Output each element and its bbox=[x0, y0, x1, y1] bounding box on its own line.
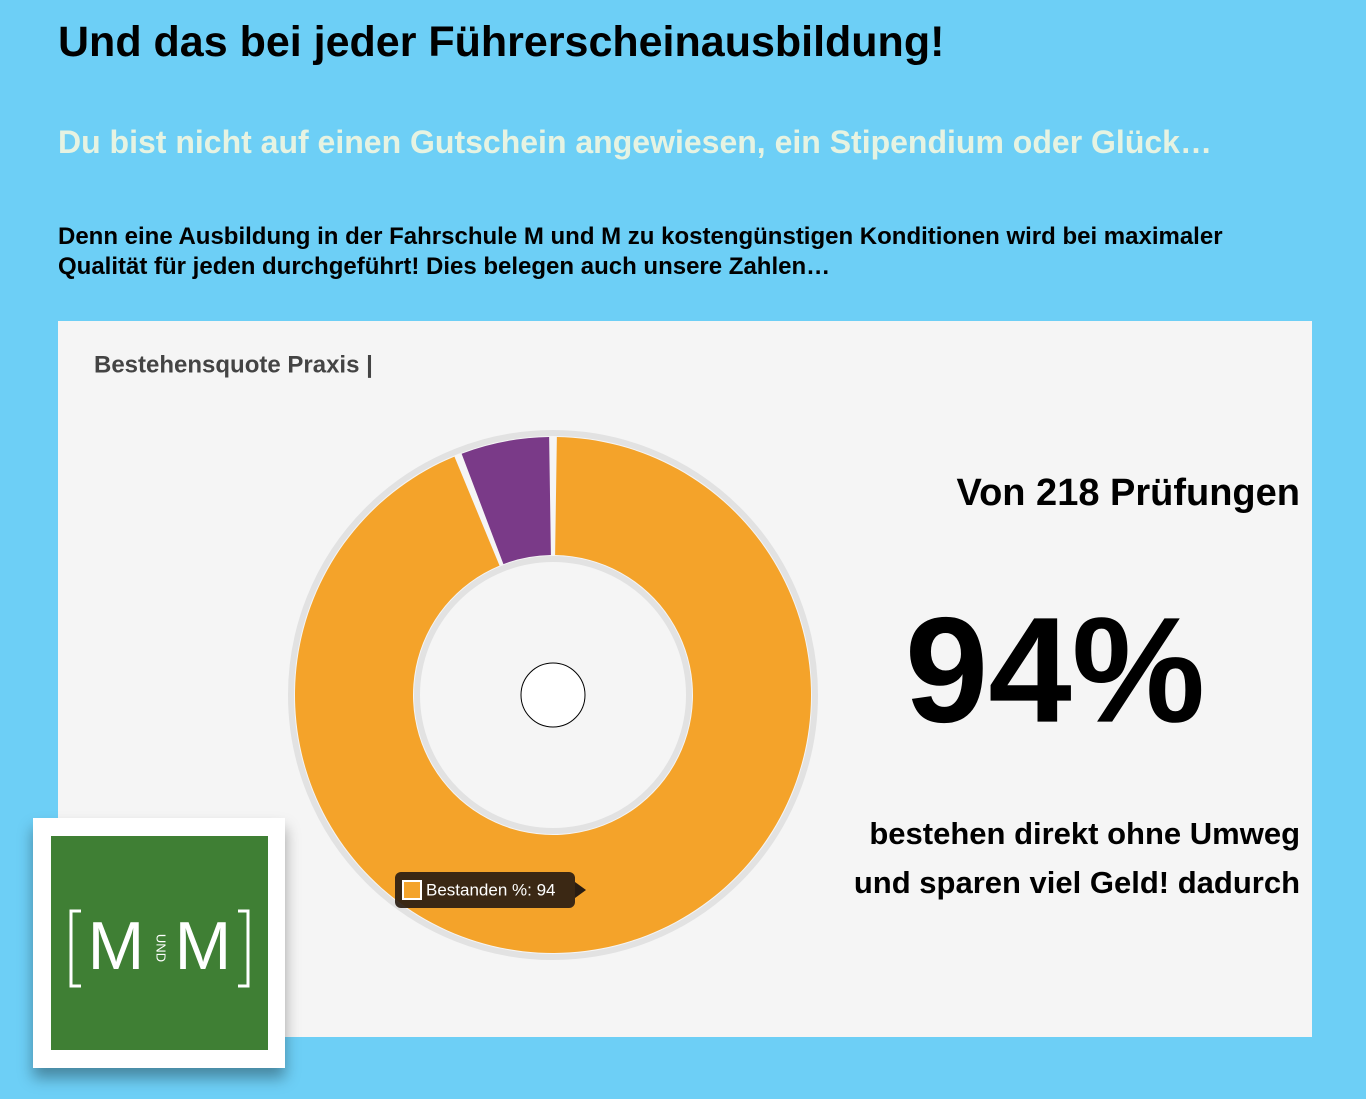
logo-badge: M M UND bbox=[51, 836, 268, 1050]
heading: Und das bei jeder Führerscheinausbildung… bbox=[58, 18, 945, 66]
logo-letter: M bbox=[88, 908, 145, 984]
stat-line: Von 218 Prüfungen bbox=[957, 472, 1300, 514]
logo-bracket bbox=[69, 909, 250, 988]
inner-ring bbox=[414, 556, 692, 834]
tooltip-text: Bestanden %: 94 bbox=[426, 880, 555, 899]
tooltip-box bbox=[395, 872, 575, 908]
tooltip-swatch bbox=[402, 880, 422, 900]
chart-title: Bestehensquote Praxis | bbox=[94, 351, 373, 378]
stat-line: und sparen viel Geld! dadurch bbox=[854, 865, 1300, 900]
center-circle bbox=[520, 662, 586, 728]
logo-graphic: M M UND bbox=[69, 908, 250, 988]
pie-outline bbox=[288, 430, 818, 960]
logo-letter: M bbox=[175, 908, 232, 984]
pie-slice bbox=[461, 437, 551, 565]
logo-middle: UND bbox=[154, 934, 169, 962]
tooltip-pointer bbox=[575, 882, 586, 898]
subheading: Du bist nicht auf einen Gutschein angewi… bbox=[58, 124, 1212, 160]
pie-slice bbox=[294, 437, 811, 953]
logo: M M UND bbox=[33, 818, 285, 1068]
stat-big: 94% bbox=[905, 586, 1205, 754]
intro-text: Denn eine Ausbildung in der Fahrschule M… bbox=[58, 223, 1223, 280]
stat-line: bestehen direkt ohne Umweg bbox=[869, 816, 1300, 851]
